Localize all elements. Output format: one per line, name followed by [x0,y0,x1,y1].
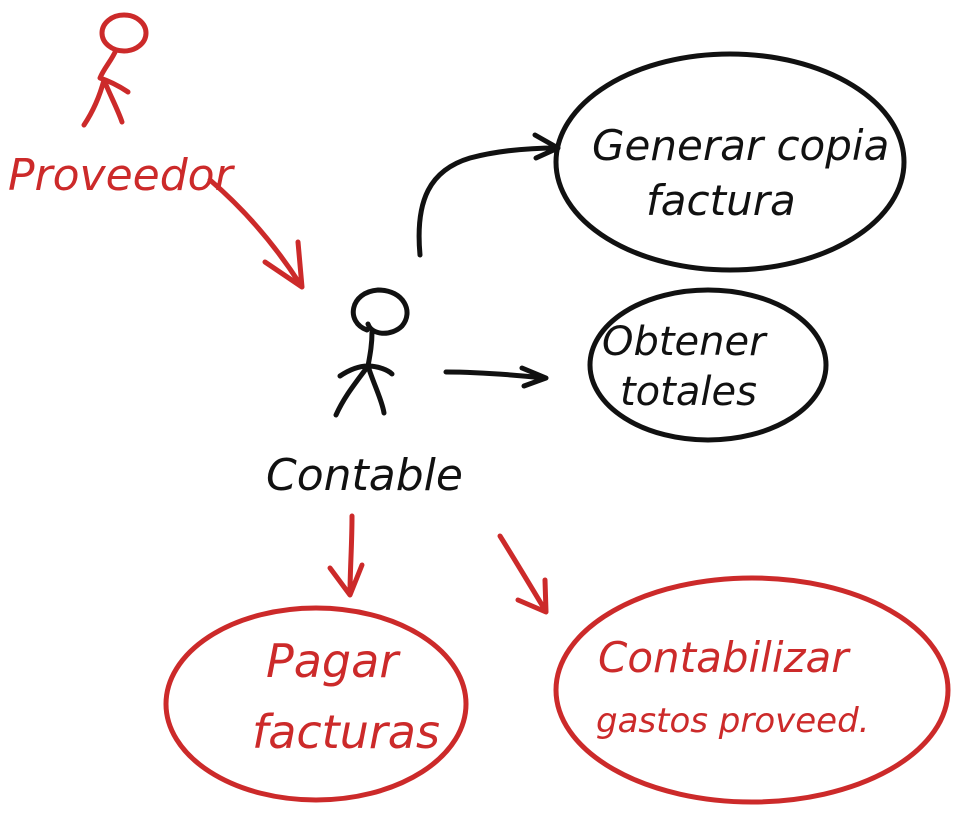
use-case-contabilizar-line1: Contabilizar [598,633,851,682]
proveedor-label: Proveedor [8,150,236,201]
arrow-to-pagar-facturas [327,513,365,598]
contable-body [333,329,395,418]
use-case-pagar-facturas-line2: facturas [252,705,440,759]
use-case-obtener-totales-ellipse [587,287,829,443]
proveedor-head [99,12,149,54]
use-case-obtener-totales-line2: totales [620,369,757,415]
use-case-generar-copia-line1: Generar copia [592,121,889,170]
arrow-to-generar-copia [416,132,561,258]
arrow-to-obtener-totales [443,365,549,389]
arrow-proveedor-to-contable [207,177,305,290]
contable-actor [333,287,410,418]
use-case-pagar-facturas-ellipse [163,605,469,803]
contable-label: Contable [266,450,463,501]
use-case-generar-copia-line2: factura [646,176,796,225]
use-case-contabilizar-ellipse [553,575,951,805]
use-case-pagar-facturas-line1: Pagar [266,634,401,688]
contable-head [350,287,410,336]
arrow-to-contabilizar [497,533,549,615]
proveedor-body [81,47,131,128]
use-case-contabilizar-line2: gastos proveed. [596,701,870,741]
proveedor-actor [81,12,149,128]
use-case-generar-copia-ellipse [553,51,907,273]
use-case-obtener-totales-line1: Obtener [602,319,768,365]
